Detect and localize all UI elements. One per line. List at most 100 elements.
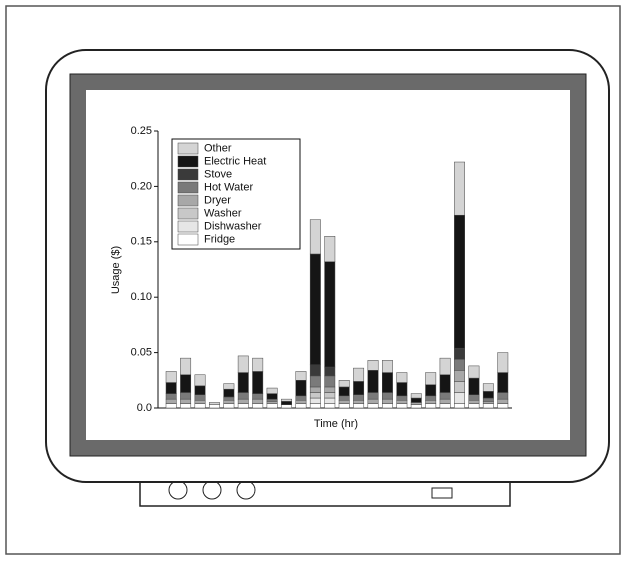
legend-swatch xyxy=(178,143,198,154)
bar-segment xyxy=(426,400,436,403)
bar-segment xyxy=(238,399,248,403)
bar-segment xyxy=(426,396,436,400)
bar-segment xyxy=(325,387,335,393)
legend-label: Washer xyxy=(204,207,242,219)
bar-segment xyxy=(483,398,493,401)
bar-segment xyxy=(195,400,205,403)
bar-segment xyxy=(353,395,363,401)
bar-segment xyxy=(238,356,248,373)
bar-segment xyxy=(454,404,464,408)
bar-segment xyxy=(224,389,234,397)
legend-label: Other xyxy=(204,142,232,154)
bar-segment xyxy=(281,401,291,404)
bar-segment xyxy=(296,404,306,408)
bar-segment xyxy=(195,404,205,408)
bar-segment xyxy=(454,359,464,370)
bar-segment xyxy=(253,371,263,393)
bar-segment xyxy=(339,396,349,400)
bar-segment xyxy=(267,394,277,400)
bar-segment xyxy=(382,404,392,408)
bar-segment xyxy=(195,375,205,386)
bar-segment xyxy=(209,405,219,408)
bar-segment xyxy=(397,396,407,400)
y-tick-label: 0.15 xyxy=(131,236,152,248)
bar-segment xyxy=(440,404,450,408)
bar-segment xyxy=(238,404,248,408)
bar-segment xyxy=(368,370,378,392)
bar-segment xyxy=(180,399,190,403)
bar-segment xyxy=(498,404,508,408)
bar-segment xyxy=(224,400,234,403)
bar-segment xyxy=(166,394,176,400)
bar-segment xyxy=(166,383,176,394)
bar-segment xyxy=(195,395,205,401)
bar-segment xyxy=(454,370,464,381)
bar-segment xyxy=(267,388,277,394)
bar-segment xyxy=(310,376,320,387)
bar-segment xyxy=(382,392,392,399)
bar-segment xyxy=(238,392,248,399)
legend-swatch xyxy=(178,208,198,219)
legend-swatch xyxy=(178,234,198,245)
bar-segment xyxy=(224,384,234,390)
bar-segment xyxy=(310,220,320,254)
bar-segment xyxy=(310,365,320,376)
y-tick-label: 0.10 xyxy=(131,291,152,303)
bar-segment xyxy=(339,404,349,408)
bar-segment xyxy=(267,401,277,403)
legend-label: Hot Water xyxy=(204,181,253,193)
bar-segment xyxy=(310,254,320,365)
y-tick-label: 0.05 xyxy=(131,347,152,359)
bar-segment xyxy=(440,399,450,403)
knob xyxy=(203,481,221,499)
bar-segment xyxy=(353,381,363,394)
bar-segment xyxy=(397,373,407,383)
bar-segment xyxy=(368,392,378,399)
legend-label: Dishwasher xyxy=(204,220,262,232)
legend-swatch xyxy=(178,195,198,206)
bar-segment xyxy=(296,400,306,403)
switch xyxy=(432,488,452,498)
bar-segment xyxy=(498,353,508,373)
legend-label: Fridge xyxy=(204,233,235,245)
legend-swatch xyxy=(178,156,198,167)
y-axis-label: Usage ($) xyxy=(110,246,122,294)
bar-segment xyxy=(238,373,248,393)
bar-segment xyxy=(253,394,263,400)
bar-segment xyxy=(454,162,464,215)
bar-segment xyxy=(483,404,493,408)
bar-segment xyxy=(483,384,493,392)
bar-segment xyxy=(325,404,335,408)
bar-segment xyxy=(310,392,320,398)
bar-segment xyxy=(498,399,508,403)
bar-segment xyxy=(454,215,464,348)
bar-segment xyxy=(498,373,508,393)
bar-segment xyxy=(440,375,450,393)
bar-segment xyxy=(166,399,176,403)
bar-segment xyxy=(325,376,335,387)
bar-segment xyxy=(483,391,493,398)
bar-segment xyxy=(310,387,320,393)
bar-segment xyxy=(498,392,508,399)
bar-segment xyxy=(253,399,263,403)
bar-segment xyxy=(469,366,479,378)
bar-segment xyxy=(166,371,176,382)
bar-segment xyxy=(325,367,335,376)
bar-segment xyxy=(166,404,176,408)
bar-segment xyxy=(253,358,263,371)
bar-segment xyxy=(281,399,291,401)
bar-segment xyxy=(353,404,363,408)
bar-segment xyxy=(353,400,363,403)
bar-segment xyxy=(411,394,421,398)
bar-segment xyxy=(224,404,234,408)
bar-segment xyxy=(426,373,436,385)
bar-segment xyxy=(368,399,378,403)
bar-segment xyxy=(180,358,190,375)
bar-segment xyxy=(397,404,407,408)
bar-segment xyxy=(325,236,335,261)
legend-swatch xyxy=(178,182,198,193)
bar-segment xyxy=(382,399,392,403)
bar-segment xyxy=(325,392,335,398)
bar-segment xyxy=(411,398,421,402)
bar-segment xyxy=(310,398,320,404)
